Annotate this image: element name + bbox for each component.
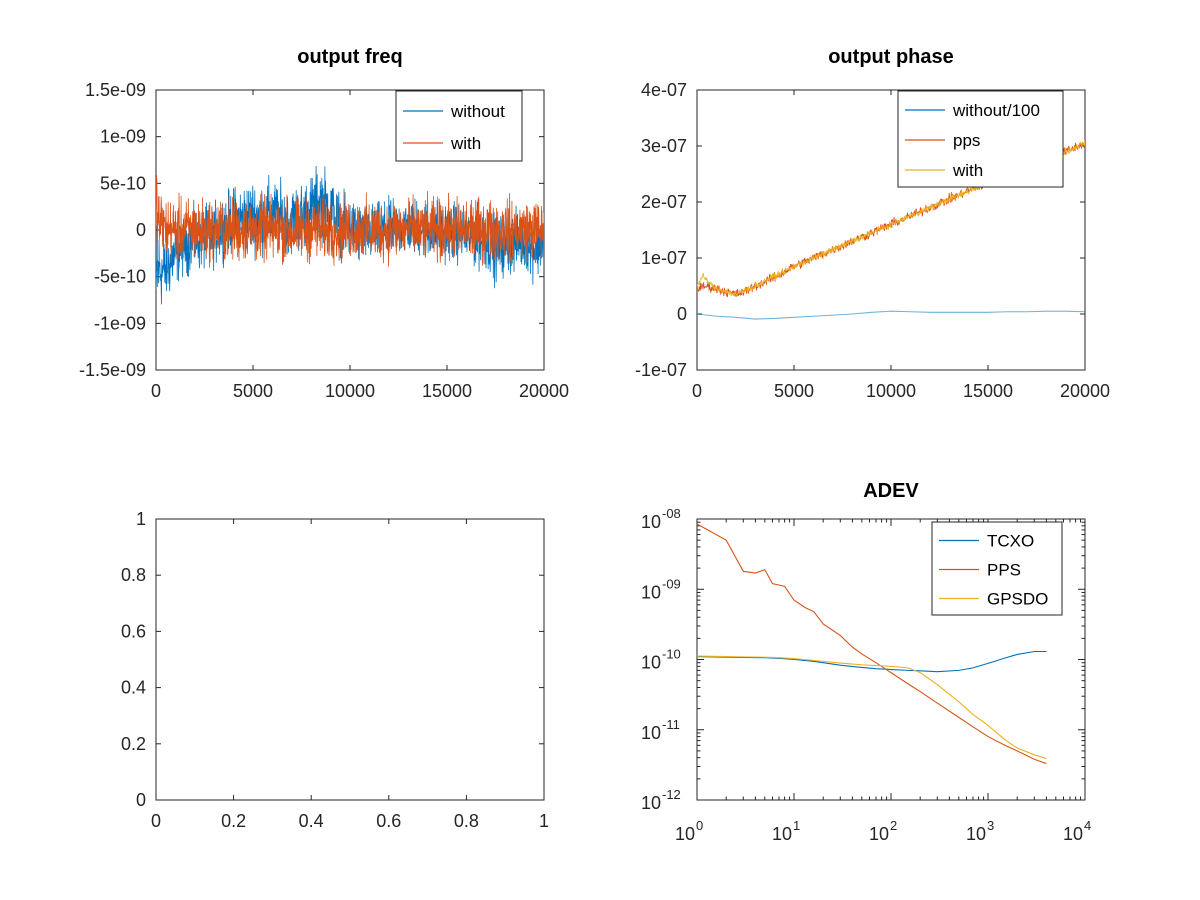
phase-legend-label-0: without/100 (952, 101, 1040, 120)
adev-xtick-exp: 3 (987, 818, 994, 833)
panel-output-phase: output phase 0 5000 10000 15000 20000-1e-070… (635, 46, 1110, 401)
freq-ytick-label: 5e-10 (100, 173, 146, 193)
phase-xtick-label: 10000 (866, 381, 916, 401)
freq-ytick-label: 0 (136, 220, 146, 240)
phase-legend-label-1: pps (953, 131, 980, 150)
adev-ytick-base: 10 (641, 582, 661, 602)
panel-output-freq: output freq 0 5000 10000 15000 20000 -1.5e-09… (79, 46, 569, 401)
adev-xtick-base: 10 (772, 824, 792, 844)
freq-series-1 (156, 175, 544, 270)
empty-axes (155, 518, 545, 801)
empty-ytick-label: 0.8 (121, 565, 146, 585)
phase-title: output phase (828, 46, 954, 68)
adev-legend-label-0: TCXO (987, 532, 1034, 551)
adev-ytick-exp: -11 (662, 717, 680, 732)
phase-xtick-label: 5000 (774, 381, 814, 401)
freq-xtick-label: 5000 (233, 381, 273, 401)
freq-title: output freq (297, 46, 403, 68)
adev-title: ADEV (863, 480, 919, 502)
freq-ytick-label: -5e-10 (94, 267, 146, 287)
phase-ytick-label: -1e-07 (635, 360, 687, 380)
adev-legend-label-2: GPSDO (987, 590, 1048, 609)
phase-xtick-label: 20000 (1060, 381, 1110, 401)
empty-ytick-label: 1 (136, 509, 146, 529)
adev-xtick-exp: 0 (696, 818, 703, 833)
phase-ytick-label: 3e-07 (641, 136, 687, 156)
phase-xtick-label: 15000 (963, 381, 1013, 401)
phase-series-0 (697, 310, 1085, 320)
adev-ytick-exp: -10 (662, 647, 681, 662)
adev-xtick-base: 10 (675, 824, 695, 844)
phase-ytick-label: 0 (677, 304, 687, 324)
freq-ytick-label: -1.5e-09 (79, 360, 146, 380)
adev-ytick-exp: -09 (662, 576, 681, 591)
adev-xtick-exp: 2 (890, 818, 897, 833)
freq-xtick-label: 10000 (325, 381, 375, 401)
freq-xtick-label: 20000 (519, 381, 569, 401)
adev-xtick-exp: 4 (1084, 818, 1091, 833)
adev-ytick-exp: -08 (662, 506, 681, 521)
freq-legend-label-0: without (450, 102, 505, 121)
empty-ytick-label: 0.6 (121, 621, 146, 641)
adev-xtick-base: 10 (966, 824, 986, 844)
empty-xtick-label: 0.8 (454, 811, 479, 831)
adev-series-1 (697, 523, 1047, 765)
empty-xtick-label: 0.2 (221, 811, 246, 831)
empty-xtick-label: 1 (539, 811, 549, 831)
adev-legend-label-1: PPS (987, 561, 1021, 580)
empty-xtick-label: 0.4 (299, 811, 324, 831)
empty-xtick-label: 0 (151, 811, 161, 831)
freq-ytick-label: -1e-09 (94, 313, 146, 333)
adev-ytick-base: 10 (641, 723, 661, 743)
freq-legend-box (395, 90, 523, 162)
phase-legend-label-2: with (952, 161, 983, 180)
freq-xtick-label: 0 (151, 381, 161, 401)
adev-ytick-base: 10 (641, 653, 661, 673)
adev-xtick-base: 10 (1063, 824, 1083, 844)
adev-xtick-base: 10 (869, 824, 889, 844)
adev-series-2 (697, 655, 1047, 760)
panel-empty: 0 0.2 0.4 0.6 0.8 1 0 0.2 0.4 0.6 0.8 1 (121, 509, 549, 831)
phase-ytick-label: 2e-07 (641, 192, 687, 212)
adev-legend-box (931, 521, 1063, 616)
empty-ytick-label: 0.2 (121, 734, 146, 754)
freq-xtick-label: 15000 (422, 381, 472, 401)
freq-ytick-label: 1.5e-09 (85, 80, 146, 100)
phase-ytick-label: 4e-07 (641, 80, 687, 100)
phase-legend-box (897, 90, 1064, 188)
adev-xtick-exp: 1 (793, 818, 800, 833)
adev-ytick-base: 10 (641, 793, 661, 813)
empty-ytick-label: 0 (136, 790, 146, 810)
adev-series-0 (697, 650, 1047, 673)
phase-xtick-label: 0 (692, 381, 702, 401)
adev-ytick-base: 10 (641, 512, 661, 532)
freq-legend-label-1: with (450, 134, 481, 153)
phase-ytick-label: 1e-07 (641, 248, 687, 268)
freq-ytick-label: 1e-09 (100, 127, 146, 147)
empty-ytick-label: 0.4 (121, 678, 146, 698)
adev-ytick-exp: -12 (662, 787, 681, 802)
empty-xtick-label: 0.6 (376, 811, 401, 831)
